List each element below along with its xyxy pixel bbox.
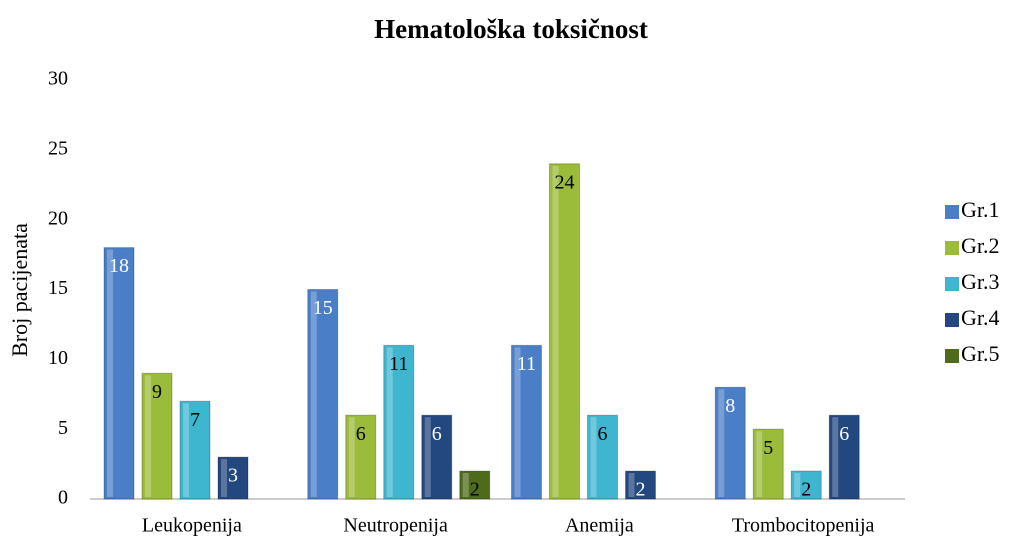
bar-highlight [756, 431, 763, 497]
legend-label: Gr.4 [961, 305, 1000, 330]
data-label: 3 [228, 465, 238, 487]
data-label: 6 [598, 423, 608, 445]
bar [345, 414, 377, 500]
data-label: 2 [801, 479, 811, 501]
y-tick-label: 25 [48, 137, 68, 159]
y-tick-label: 30 [48, 68, 68, 90]
x-tick-label: Neutropenija [343, 515, 448, 537]
bar-highlight [832, 417, 839, 497]
data-label: 7 [190, 409, 200, 431]
bar-highlight [514, 347, 521, 497]
data-label: 18 [109, 255, 129, 277]
data-label: 6 [839, 423, 849, 445]
y-tick-label: 15 [48, 277, 68, 299]
y-axis-label: Broj pacijenata [7, 223, 32, 357]
bar [141, 372, 173, 500]
legend-swatch [945, 313, 959, 327]
legend-swatch [945, 205, 959, 219]
bar-highlight [386, 347, 393, 497]
bar-highlight [628, 473, 635, 497]
data-label: 11 [389, 353, 408, 375]
data-label: 2 [470, 479, 480, 501]
x-tick-label: Leukopenija [142, 515, 242, 537]
bar-highlight [107, 249, 113, 497]
legend-label: Gr.5 [961, 341, 1000, 366]
data-label: 24 [555, 171, 575, 193]
legend-label: Gr.1 [961, 197, 1000, 222]
bar-highlight [145, 375, 151, 497]
bar-highlight [221, 459, 227, 497]
x-tick-label: Trombocitopenija [732, 515, 875, 537]
bar-highlight [552, 165, 559, 498]
x-tick-label: Anemija [565, 515, 634, 537]
bar [459, 470, 491, 500]
bar [511, 344, 542, 500]
data-label: 9 [152, 381, 162, 403]
legend-swatch [945, 241, 959, 255]
legend-label: Gr.3 [961, 269, 1000, 294]
y-tick-label: 0 [58, 487, 68, 509]
data-label: 2 [636, 479, 646, 501]
bar [828, 414, 860, 500]
data-label: 6 [432, 423, 442, 445]
y-tick-label: 5 [58, 417, 68, 439]
y-tick-label: 10 [48, 347, 68, 369]
data-label: 6 [356, 423, 366, 445]
bar-highlight [590, 417, 597, 497]
legend-swatch [945, 349, 959, 363]
data-label: 11 [517, 353, 536, 375]
bar [103, 247, 135, 500]
data-label: 8 [725, 395, 735, 417]
bar-highlight [718, 389, 725, 497]
legend-swatch [945, 277, 959, 291]
bar [625, 470, 656, 500]
bar-highlight [424, 417, 431, 497]
data-label: 15 [313, 297, 333, 319]
legend-label: Gr.2 [961, 233, 1000, 258]
bar-highlight [348, 417, 355, 497]
bar [179, 400, 211, 500]
bar [587, 414, 618, 500]
bar [421, 414, 453, 500]
bar [714, 386, 746, 500]
bar [549, 163, 580, 500]
bar [752, 428, 784, 500]
y-tick-label: 20 [48, 207, 68, 229]
bar-highlight [183, 403, 189, 497]
bar-highlight [794, 473, 801, 497]
data-label: 5 [763, 437, 773, 459]
bar-highlight [462, 473, 469, 497]
bar [383, 344, 415, 500]
bar-highlight [310, 291, 317, 497]
bar [307, 289, 339, 500]
bar [790, 470, 822, 500]
bar [217, 456, 249, 500]
chart-title: Hematološka toksičnost [374, 14, 648, 44]
